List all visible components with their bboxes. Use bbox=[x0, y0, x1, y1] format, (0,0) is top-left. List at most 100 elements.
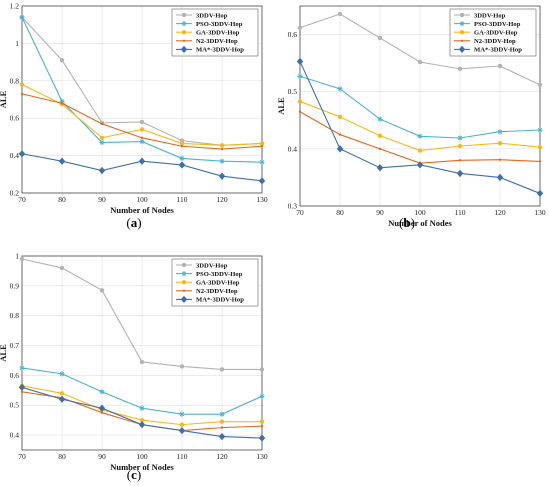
data-point bbox=[258, 434, 266, 442]
x-tick-label: 110 bbox=[455, 208, 466, 217]
axes-frame bbox=[299, 5, 541, 207]
legend-label: GA-3DDV-Hop bbox=[196, 280, 240, 287]
data-point bbox=[496, 173, 504, 182]
data-point bbox=[19, 82, 25, 87]
legend-label: MA*-3DDV-Hop bbox=[474, 47, 522, 54]
data-point bbox=[537, 127, 543, 133]
legend-label: GA-3DDV-Hop bbox=[196, 30, 240, 37]
data-point bbox=[336, 145, 344, 153]
legend-marker bbox=[180, 45, 188, 54]
data-point bbox=[100, 411, 104, 414]
data-point bbox=[457, 143, 463, 149]
data-point bbox=[376, 164, 384, 172]
data-point bbox=[377, 116, 383, 122]
data-point bbox=[536, 189, 544, 198]
legend-marker bbox=[181, 280, 187, 285]
data-point bbox=[337, 114, 343, 120]
legend-label: PSO-3DDV-Hop bbox=[196, 271, 243, 278]
y-axis-label: ALE bbox=[276, 97, 286, 115]
legend-label: PSO-3DDV-Hop bbox=[474, 21, 521, 28]
y-tick-label: 0.5 bbox=[288, 87, 298, 96]
series-3DDV-Hop bbox=[297, 11, 543, 88]
data-point bbox=[59, 265, 65, 271]
x-tick-label: 120 bbox=[494, 208, 506, 217]
data-point bbox=[259, 159, 265, 165]
data-point bbox=[219, 143, 225, 148]
data-point bbox=[138, 157, 146, 165]
panel-label: (b) bbox=[399, 215, 415, 230]
x-tick-label: 130 bbox=[534, 208, 546, 217]
data-point bbox=[58, 157, 66, 165]
x-tick-label: 70 bbox=[18, 195, 26, 204]
data-point bbox=[99, 135, 105, 141]
data-point bbox=[100, 122, 104, 126]
y-tick-label: 0.6 bbox=[288, 30, 298, 39]
series-MA*-3DDV-Hop bbox=[296, 57, 544, 198]
data-point bbox=[59, 391, 65, 396]
y-tick-label: 0.8 bbox=[10, 311, 20, 320]
data-point bbox=[59, 371, 65, 377]
legend: 3DDV-Hop PSO-3DDV-Hop GA-3DDV-HopN2-3DDV-H… bbox=[171, 8, 259, 57]
data-point bbox=[416, 161, 424, 169]
legend-marker bbox=[181, 30, 187, 35]
series-PSO-3DDV-Hop bbox=[19, 365, 265, 417]
data-point bbox=[219, 411, 225, 417]
legend-label: N2-3DDV-Hop bbox=[196, 288, 238, 295]
x-axis-label: Number of Nodes bbox=[110, 462, 174, 472]
y-tick-label: 0.4 bbox=[10, 151, 20, 160]
data-point bbox=[218, 172, 226, 180]
legend-marker bbox=[459, 30, 465, 35]
data-point bbox=[18, 383, 26, 391]
legend-marker bbox=[182, 289, 186, 292]
data-point bbox=[259, 141, 265, 146]
x-tick-label: 120 bbox=[216, 195, 228, 204]
legend-marker bbox=[459, 12, 465, 18]
x-tick-label: 90 bbox=[98, 195, 106, 204]
data-point bbox=[337, 11, 343, 17]
y-tick-label: 0.5 bbox=[10, 401, 20, 410]
x-tick-label: 100 bbox=[414, 208, 426, 217]
x-tick-label: 70 bbox=[18, 452, 26, 461]
legend-marker bbox=[181, 262, 187, 268]
legend-label: N2-3DDV-Hop bbox=[196, 38, 238, 45]
x-tick-label: 110 bbox=[177, 195, 188, 204]
legend-marker bbox=[459, 21, 465, 27]
data-point bbox=[219, 367, 225, 372]
y-axis-label: ALE bbox=[0, 90, 8, 108]
legend-marker bbox=[180, 295, 188, 304]
x-tick-label: 120 bbox=[216, 452, 228, 461]
legend: 3DDV-Hop PSO-3DDV-Hop GA-3DDV-HopN2-3DDV-H… bbox=[171, 258, 259, 307]
x-tick-label: 100 bbox=[136, 195, 148, 204]
series-PSO-3DDV-Hop bbox=[297, 73, 543, 141]
axes-frame bbox=[21, 5, 263, 194]
data-point bbox=[19, 14, 25, 20]
data-point bbox=[138, 420, 146, 429]
data-point bbox=[218, 432, 226, 441]
data-point bbox=[59, 58, 65, 63]
y-tick-label: 0.6 bbox=[10, 114, 20, 123]
data-point bbox=[377, 133, 383, 138]
data-point bbox=[220, 147, 224, 151]
x-axis-label: Number of Nodes bbox=[388, 218, 452, 228]
y-tick-label: 1 bbox=[15, 252, 19, 261]
series-3DDV-Hop bbox=[19, 256, 265, 372]
data-point bbox=[259, 367, 265, 372]
x-tick-label: 80 bbox=[58, 195, 66, 204]
data-point bbox=[259, 393, 265, 399]
panel-label: (c) bbox=[127, 467, 141, 482]
data-point bbox=[296, 57, 304, 66]
data-point bbox=[60, 102, 64, 105]
legend-label: 3DDV-Hop bbox=[196, 12, 228, 19]
data-point bbox=[98, 404, 106, 412]
legend-label: N2-3DDV-Hop bbox=[474, 38, 516, 45]
data-point bbox=[58, 395, 66, 403]
data-point bbox=[179, 155, 185, 162]
data-point bbox=[178, 161, 186, 169]
y-tick-label: 0.8 bbox=[10, 76, 20, 85]
series-MA*-3DDV-Hop bbox=[18, 150, 266, 185]
y-tick-label: 0.2 bbox=[10, 189, 20, 198]
legend-marker bbox=[458, 45, 466, 54]
data-point bbox=[456, 169, 464, 178]
data-point bbox=[377, 35, 383, 41]
data-point bbox=[538, 160, 542, 163]
